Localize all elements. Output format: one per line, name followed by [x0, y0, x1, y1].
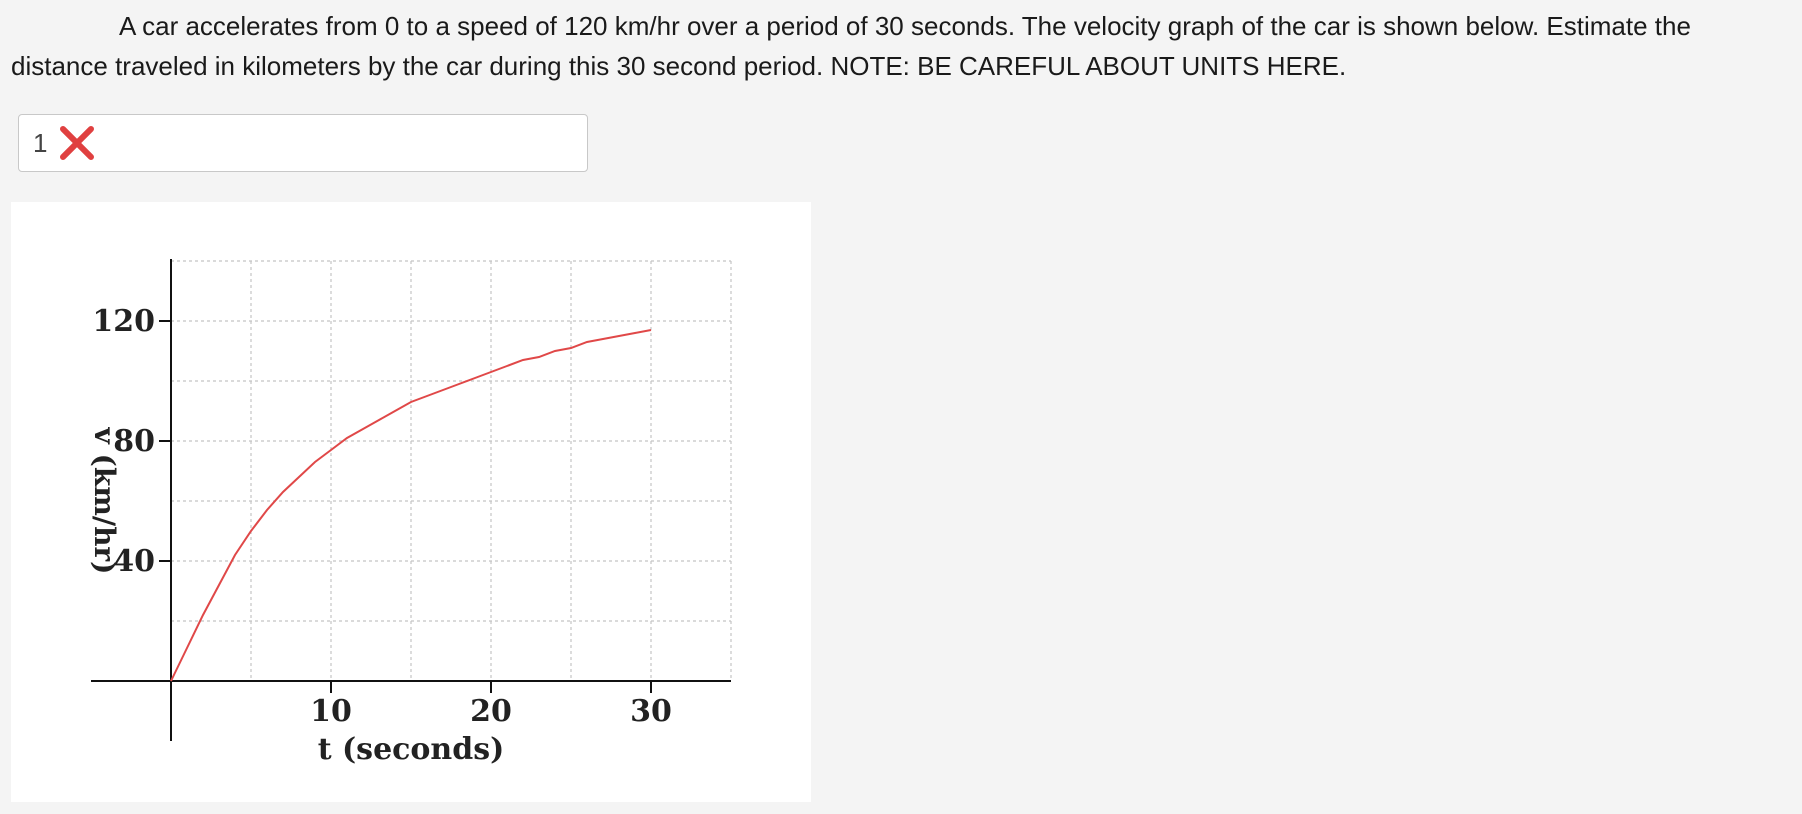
- x-tick-label: 30: [630, 694, 672, 729]
- x-axis-label: t (seconds): [318, 732, 505, 767]
- answer-value: 1: [33, 127, 48, 158]
- velocity-graph: 10 20 30 40 80 120 t (seconds) v (km/hr): [11, 202, 811, 802]
- velocity-chart: 10 20 30 40 80 120 t (seconds) v (km/hr): [88, 259, 732, 767]
- x-tick-label: 10: [310, 694, 352, 729]
- answer-input[interactable]: 1: [18, 114, 588, 172]
- y-tick-label: 80: [113, 424, 155, 459]
- y-tick-label: 120: [92, 304, 155, 339]
- y-tick-label: 40: [113, 544, 155, 579]
- x-tick-label: 20: [470, 694, 512, 729]
- question-text: A car accelerates from 0 to a speed of 1…: [11, 11, 1691, 81]
- velocity-curve: [170, 329, 652, 682]
- y-axis-label: v (km/hr): [88, 427, 121, 575]
- x-mark-icon: [57, 123, 97, 163]
